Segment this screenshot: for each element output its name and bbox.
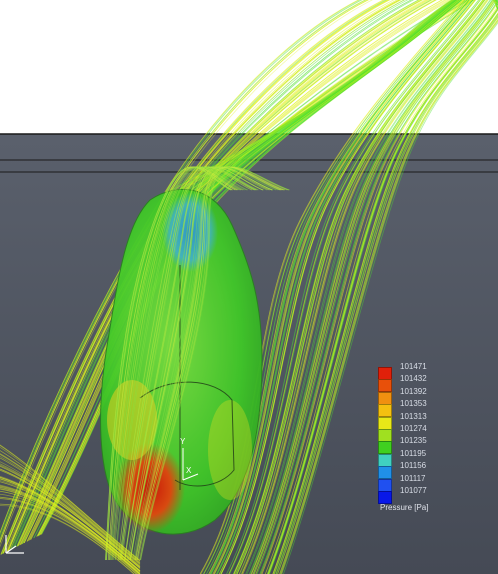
legend-swatch: [378, 417, 392, 430]
legend-swatch: [378, 404, 392, 417]
legend-tick-label: 101432: [400, 375, 427, 383]
x-axis-label: X: [186, 466, 191, 475]
legend-tick-label: 101195: [400, 450, 426, 458]
legend-tick-label: 101313: [400, 413, 427, 421]
legend-tick-label: 101156: [400, 462, 426, 470]
y-axis-label: Y: [180, 437, 185, 446]
legend-tick-label: 101235: [400, 437, 427, 445]
legend-swatch: [378, 379, 392, 392]
legend-swatch: [378, 392, 392, 405]
legend-tick-label: 101471: [400, 363, 427, 371]
legend-tick-label: 101353: [400, 400, 427, 408]
legend-swatch: [378, 441, 392, 454]
legend-swatch: [378, 479, 392, 492]
legend-swatch: [378, 466, 392, 479]
legend-title: Pressure [Pa]: [380, 503, 428, 512]
legend-swatch: [378, 367, 392, 380]
legend-swatch: [378, 454, 392, 467]
pressure-legend: 101471 101432 101392 101353 101313 101274 1012…: [378, 362, 438, 514]
legend-swatch: [378, 429, 392, 442]
legend-tick-label: 101077: [400, 487, 427, 495]
legend-tick-label: 101392: [400, 388, 427, 396]
legend-tick-label: 101117: [400, 475, 426, 483]
legend-tick-label: 101274: [400, 425, 427, 433]
